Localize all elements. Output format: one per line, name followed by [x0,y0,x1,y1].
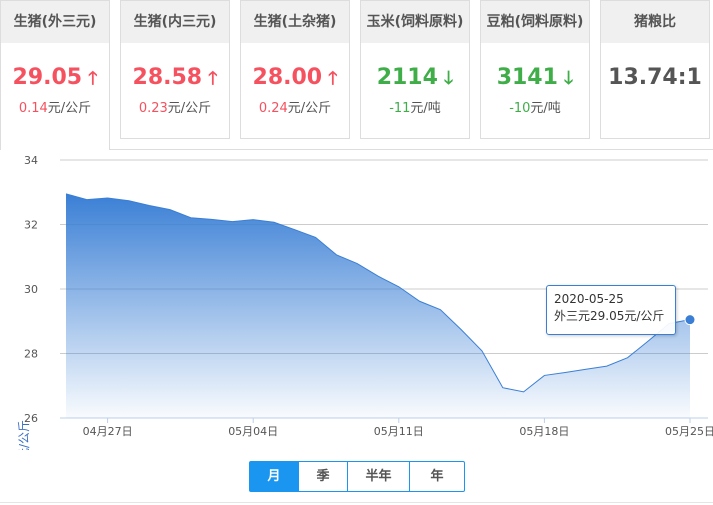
card-value: 29.05 [12,65,83,90]
card-value-row: 28.00 🡑 [241,65,349,91]
card-change: 0.24元/公斤 [241,97,349,116]
card-value: 28.00 [252,65,323,90]
divider [109,149,713,150]
x-tick-label: 05月04日 [228,425,278,438]
change-amount: 0.14 [18,101,48,116]
card-change: 0.23元/公斤 [121,97,229,116]
card-value: 13.74:1 [608,65,702,90]
y-axis-label: 元/公斤 [17,420,31,450]
card-change: -10元/吨 [481,97,589,116]
series-area [66,193,690,418]
card-change: 0.14元/公斤 [1,97,109,116]
change-unit: 元/吨 [530,101,561,116]
card-value: 28.58 [132,65,203,90]
card-title: 玉米(饲料原料) [361,1,469,43]
price-card[interactable]: 猪粮比 13.74:1 [600,0,710,139]
tooltip: 2020-05-25 外三元29.05元/公斤 [546,285,676,335]
card-title: 生猪(外三元) [1,1,109,43]
range-button[interactable]: 月 [250,462,299,491]
arrow-up-icon: 🡑 [208,68,218,89]
y-tick-label: 32 [24,219,38,232]
data-point[interactable] [684,314,696,326]
divider [0,502,713,503]
card-value-row: 3141 🡓 [481,65,589,91]
y-tick-label: 30 [24,283,38,296]
card-title: 生猪(土杂猪) [241,1,349,43]
change-unit: 元/公斤 [167,101,212,116]
change-unit: 元/公斤 [47,101,92,116]
change-unit: 元/吨 [410,101,441,116]
x-tick-label: 05月18日 [519,425,569,438]
card-title: 猪粮比 [601,1,709,43]
price-card[interactable]: 玉米(饲料原料) 2114 🡓 -11元/吨 [360,0,470,139]
card-value-row: 28.58 🡑 [121,65,229,91]
change-amount: -11 [389,101,411,116]
price-card[interactable]: 豆粕(饲料原料) 3141 🡓 -10元/吨 [480,0,590,139]
price-card[interactable]: 生猪(土杂猪) 28.00 🡑 0.24元/公斤 [240,0,350,139]
x-tick-label: 05月11日 [374,425,424,438]
arrow-up-icon: 🡑 [88,68,98,89]
change-unit: 元/公斤 [287,101,332,116]
card-value: 2114 [376,65,438,90]
tooltip-value: 外三元29.05元/公斤 [554,309,665,323]
y-tick-label: 26 [24,412,38,425]
arrow-down-icon: 🡓 [443,68,454,89]
range-button[interactable]: 季 [299,462,348,491]
price-card[interactable]: 生猪(内三元) 28.58 🡑 0.23元/公斤 [120,0,230,139]
range-button[interactable]: 年 [430,469,444,484]
change-amount: 0.23 [138,101,168,116]
price-chart: 26 28 30 32 34 04月27日 05月04日 05月11日 05月18日 05月25日… [17,154,713,450]
change-amount: 0.24 [258,101,288,116]
card-value-row: 13.74:1 [601,65,709,91]
y-tick-label: 34 [24,154,38,167]
change-amount: -10 [509,101,531,116]
range-button[interactable]: 半年 [348,462,410,491]
tooltip-date: 2020-05-25 [554,292,624,306]
card-value-row: 29.05 🡑 [1,65,109,91]
arrow-down-icon: 🡓 [563,68,574,89]
x-tick-label: 05月25日 [665,425,713,438]
card-title: 生猪(内三元) [121,1,229,43]
range-selector: 月季半年 年 [249,461,465,492]
card-title: 豆粕(饲料原料) [481,1,589,43]
y-tick-label: 28 [24,348,38,361]
card-value-row: 2114 🡓 [361,65,469,91]
card-value: 3141 [496,65,558,90]
card-change: -11元/吨 [361,97,469,116]
series-line [65,193,691,393]
arrow-up-icon: 🡑 [328,68,338,89]
price-card[interactable]: 生猪(外三元) 29.05 🡑 0.14元/公斤 [0,0,110,150]
x-tick-label: 04月27日 [83,425,133,438]
